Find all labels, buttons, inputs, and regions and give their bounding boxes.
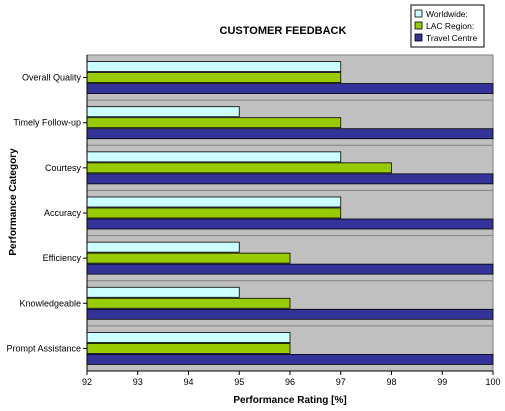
bar-knowledgeable-1	[86, 286, 240, 298]
x-tick-label: 96	[285, 377, 295, 387]
bar-accuracy-2	[86, 207, 342, 219]
bar-prompt-assistance-3	[86, 354, 494, 365]
bar-knowledgeable-2	[86, 297, 291, 309]
bar-efficiency-3	[86, 263, 494, 275]
bar-accuracy-3	[86, 218, 494, 230]
bar-courtesy-3	[86, 173, 494, 185]
legend-label: Travel Centre	[426, 33, 477, 43]
y-tick-label: Prompt Assistance	[6, 343, 81, 353]
bar-overall-quality-3	[86, 83, 494, 94]
bar-timely-follow-up-3	[86, 128, 494, 140]
x-tick-label: 97	[336, 377, 346, 387]
bar-courtesy-2	[86, 162, 392, 174]
x-tick-label: 95	[234, 377, 244, 387]
plot-area: Overall Quality Timely Follow-up Courtesy A…	[6, 54, 501, 387]
bar-timely-follow-up-2	[86, 117, 342, 129]
x-axis-label: Performance Rating [%]	[233, 395, 346, 406]
legend-box	[410, 4, 485, 48]
legend-label: Worldwide:	[426, 9, 468, 19]
x-tick-label: 94	[183, 377, 193, 387]
y-tick-label: Timely Follow-up	[13, 118, 81, 128]
y-axis-label: Performance Category	[8, 148, 19, 256]
bar-timely-follow-up-1	[86, 106, 240, 118]
bar-overall-quality-2	[86, 72, 342, 83]
y-tick-label: Knowledgeable	[19, 298, 81, 308]
bar-prompt-assistance-2	[86, 343, 291, 354]
bar-efficiency-1	[86, 241, 240, 253]
y-tick-label: Efficiency	[43, 253, 82, 263]
bar-efficiency-2	[86, 252, 291, 264]
y-tick-label: Courtesy	[45, 163, 82, 173]
y-tick-label: Overall Quality	[22, 73, 82, 83]
x-tick-label: 93	[133, 377, 143, 387]
x-tick-label: 98	[386, 377, 396, 387]
bar-prompt-assistance-1	[86, 332, 291, 343]
legend-swatch	[414, 21, 423, 30]
x-tick-label: 92	[82, 377, 92, 387]
bar-courtesy-1	[86, 151, 342, 163]
legend: Worldwide: LAC Region: Travel Centre	[410, 4, 485, 48]
x-tick-label: 99	[437, 377, 447, 387]
bar-accuracy-1	[86, 196, 342, 208]
x-tick-label: 100	[485, 377, 500, 387]
chart-title: CUSTOMER FEEDBACK	[220, 25, 347, 37]
bar-knowledgeable-3	[86, 308, 494, 320]
legend-swatch	[414, 9, 423, 18]
legend-label: LAC Region:	[426, 21, 474, 31]
y-tick-label: Accuracy	[44, 208, 82, 218]
legend-swatch	[414, 33, 423, 42]
bar-overall-quality-1	[86, 61, 342, 72]
